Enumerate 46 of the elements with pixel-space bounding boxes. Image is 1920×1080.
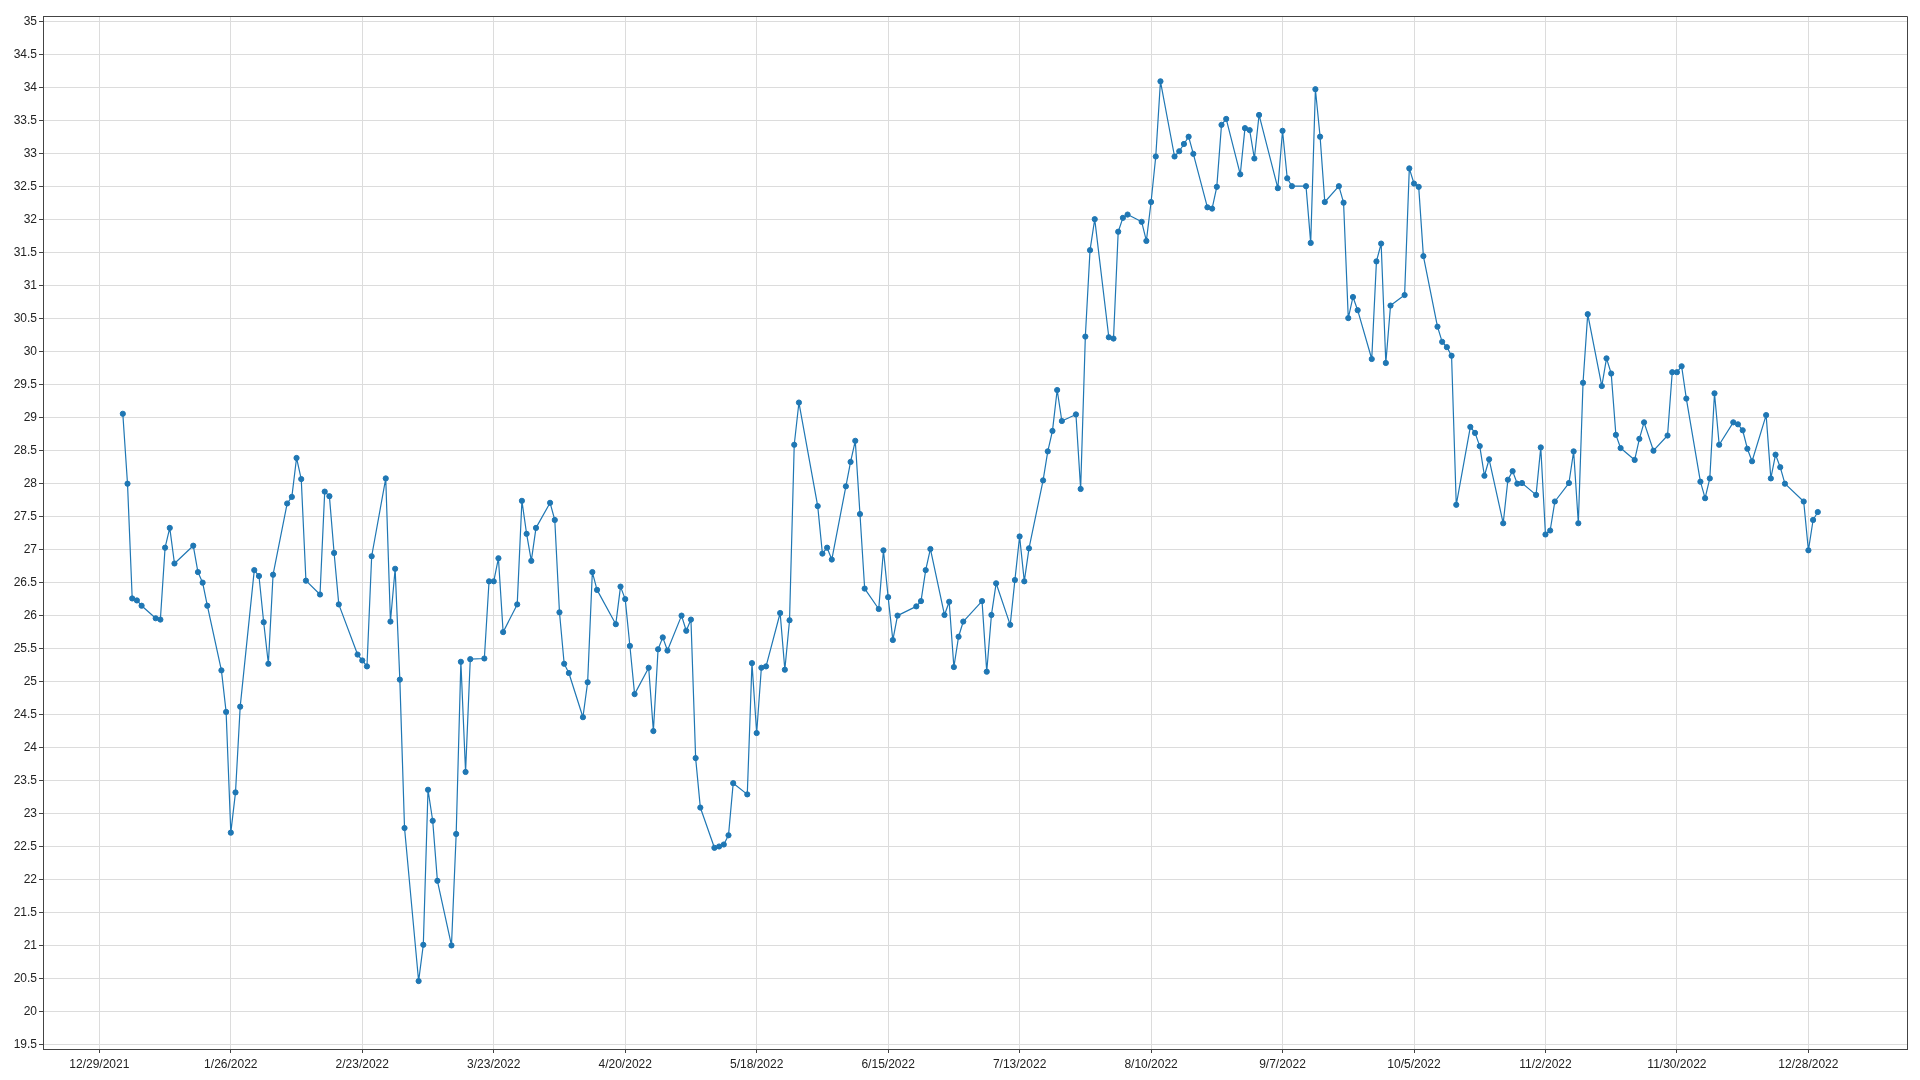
y-tick-label: 26 <box>23 607 38 622</box>
x-tick-label: 12/29/2021 <box>69 1056 130 1071</box>
x-tick-label: 6/15/2022 <box>861 1056 916 1071</box>
y-tick-label: 28.5 <box>13 443 38 458</box>
y-tick-label: 27.5 <box>13 508 38 523</box>
y-tick-label: 23 <box>23 805 38 820</box>
x-tick-label: 7/13/2022 <box>992 1056 1047 1071</box>
y-tick-label: 27 <box>23 541 38 556</box>
x-tick-label: 12/28/2022 <box>1778 1056 1839 1071</box>
y-tick-label: 26.5 <box>13 574 38 589</box>
y-tick-label: 25 <box>23 673 38 688</box>
y-tick-label: 35 <box>23 14 38 29</box>
x-tick-label: 4/20/2022 <box>598 1056 653 1071</box>
y-tick-label: 33.5 <box>13 113 38 128</box>
y-tick-label: 21.5 <box>13 904 38 919</box>
y-tick-label: 24 <box>23 739 38 754</box>
x-tick-label: 11/30/2022 <box>1647 1056 1707 1071</box>
y-tick-label: 23.5 <box>13 772 38 787</box>
y-tick-label: 29.5 <box>13 377 38 392</box>
x-tick-label: 9/7/2022 <box>1259 1056 1307 1071</box>
y-tick-label: 34.5 <box>13 47 38 62</box>
y-tick-label: 22.5 <box>13 838 38 853</box>
y-tick-label: 31 <box>23 278 38 293</box>
y-tick-label: 30 <box>23 344 38 359</box>
y-tick-label: 33 <box>23 146 38 161</box>
y-tick-label: 34 <box>23 80 38 95</box>
x-tick-label: 1/26/2022 <box>204 1056 258 1071</box>
x-tick-label: 2/23/2022 <box>335 1056 390 1071</box>
y-tick-label: 31.5 <box>13 245 38 260</box>
y-tick-label: 21 <box>23 937 38 952</box>
y-tick-label: 19.5 <box>13 1036 38 1051</box>
x-tick-label: 10/5/2022 <box>1387 1056 1442 1071</box>
y-tick-label: 32.5 <box>13 179 38 194</box>
y-tick-label: 28 <box>23 476 38 490</box>
y-tick-label: 22 <box>23 871 38 886</box>
y-tick-label: 29 <box>23 410 38 425</box>
x-tick-label: 3/23/2022 <box>467 1056 521 1071</box>
y-tick-label: 24.5 <box>13 706 38 721</box>
y-tick-label: 30.5 <box>13 311 38 326</box>
y-tick-label: 25.5 <box>13 640 38 655</box>
y-tick-label: 20 <box>23 1003 38 1018</box>
x-tick-label: 8/10/2022 <box>1124 1056 1179 1071</box>
y-tick-label: 32 <box>23 212 38 227</box>
x-tick-label: 11/2/2022 <box>1519 1056 1573 1071</box>
y-tick-label: 20.5 <box>13 970 38 985</box>
x-tick-label: 5/18/2022 <box>729 1056 784 1071</box>
